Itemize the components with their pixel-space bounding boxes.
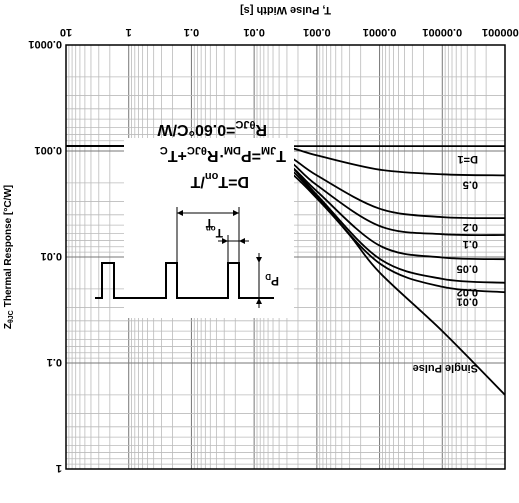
series-label: 0.5	[463, 178, 478, 190]
x-tick-label: 0.1	[184, 26, 199, 38]
x-tick-label: 0.0001	[363, 26, 397, 38]
formula-rth-main: R	[255, 121, 267, 138]
pulse-waveform	[95, 262, 274, 299]
y-tick-label: 1	[56, 462, 62, 474]
amplitude-arrowhead-top	[256, 298, 262, 304]
pulse-period-label: T	[205, 216, 213, 230]
series-label: D=1	[458, 153, 479, 165]
pulse-amplitude-label: PD	[265, 272, 279, 288]
formula-duty-end: /T	[190, 173, 204, 190]
y-tick-label: 0.0001	[28, 38, 62, 50]
y-tick-label: 0.001	[34, 144, 62, 156]
y-axis-label-symbol: Z	[3, 323, 14, 329]
period-arrowhead-right	[177, 210, 183, 216]
formula-duty: D=Ton/T	[190, 170, 249, 190]
inset-box	[124, 138, 294, 318]
x-axis-label: T, Pulse Width [s]	[240, 4, 331, 16]
pulse-on-label: Ton	[206, 224, 223, 240]
pulse-amplitude-sub: D	[265, 272, 271, 281]
rotated-chart-group: 0.000001 0.00001 0.0001 0.001 0.01 0.1 1 10 0.0…	[3, 4, 519, 474]
formula-tjm-plus: +T	[168, 147, 187, 164]
y-axis-label-subscript: θJC	[8, 310, 15, 323]
x-tick-label: 0.00001	[422, 26, 462, 38]
pulse-amplitude-main: P	[271, 274, 279, 288]
series-labels: D=1 0.5 0.2 0.1 0.05 0.020.01 Single Pulse	[413, 153, 478, 374]
series-label: Single Pulse	[413, 362, 478, 374]
ton-arrowhead-right	[222, 238, 228, 244]
formula-tjm-mid: ·R	[206, 147, 223, 164]
pulse-on-main: T	[215, 226, 223, 240]
pulse-diagram	[95, 207, 274, 308]
formula-tjm-sub4: C	[160, 144, 168, 156]
formula-tjm-main: T	[276, 147, 286, 164]
amplitude-arrowhead-bottom	[256, 257, 262, 263]
formula-tjm: TJM=PDM·RθJC+TC	[160, 144, 286, 164]
ton-arrowhead-left	[239, 238, 245, 244]
series-label: 0.01	[457, 295, 478, 307]
formula-tjm-sub1: JM	[261, 144, 276, 156]
x-tick-label: 0.001	[303, 26, 331, 38]
period-arrowhead-left	[233, 210, 239, 216]
y-tick-label: 0.1	[47, 356, 62, 368]
series-label: 0.1	[463, 238, 478, 250]
formula-duty-main: D=T	[218, 173, 249, 190]
x-tick-label: 10	[60, 26, 72, 38]
formula-rth: RθJC=0.60°C/W	[157, 118, 267, 138]
formula-tjm-sub2: DM	[224, 144, 241, 156]
x-tick-label: 0.01	[243, 26, 264, 38]
formula-tjm-eq: =P	[241, 147, 261, 164]
formula-tjm-sub3: θJC	[187, 144, 207, 156]
series-label: 0.05	[457, 262, 478, 274]
series-label: 0.02	[457, 286, 478, 298]
formula-rth-sub: θJC	[235, 118, 255, 130]
formula-rth-value: =0.60°C/W	[157, 121, 236, 138]
x-tick-label: 0.000001	[482, 26, 519, 38]
plot-frame	[65, 44, 506, 470]
series-label: 0.2	[463, 221, 478, 233]
formula-duty-sub: on	[205, 170, 219, 182]
x-tick-labels: 0.000001 0.00001 0.0001 0.001 0.01 0.1 1 10	[60, 26, 519, 38]
x-tick-label: 1	[126, 26, 132, 38]
y-tick-label: 0.01	[41, 250, 62, 262]
pulse-on-sub: on	[206, 224, 216, 233]
y-tick-labels: 0.0001 0.001 0.01 0.1 1	[28, 38, 62, 474]
y-axis-label: ZθJC Thermal Response [°C/W]	[3, 185, 15, 329]
y-axis-label-text: Thermal Response [°C/W]	[3, 185, 14, 307]
